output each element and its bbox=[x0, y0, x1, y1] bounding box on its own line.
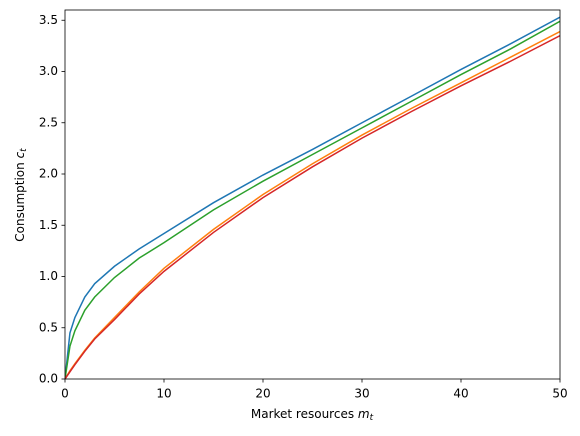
y-tick-label: 0.0 bbox=[39, 372, 58, 386]
y-tick-label: 1.5 bbox=[39, 218, 58, 232]
x-axis-label: Market resources mt bbox=[251, 407, 374, 423]
x-label-text: Market resources bbox=[251, 407, 354, 421]
line bbox=[65, 30, 560, 379]
x-tick-label: 20 bbox=[255, 387, 270, 401]
y-tick-label: 3.0 bbox=[39, 64, 58, 78]
line bbox=[65, 20, 560, 379]
y-tick-label: 1.0 bbox=[39, 269, 58, 283]
plot-frame bbox=[64, 9, 561, 380]
y-tick-label: 0.5 bbox=[39, 320, 58, 334]
line bbox=[65, 16, 560, 379]
y-tick-label: 2.5 bbox=[39, 115, 58, 129]
x-tick-label: 0 bbox=[61, 387, 69, 401]
x-label-var: m bbox=[358, 407, 370, 421]
line bbox=[65, 34, 560, 379]
x-tick-label: 40 bbox=[453, 387, 468, 401]
x-tick-label: 10 bbox=[156, 387, 171, 401]
x-tick-label: 50 bbox=[552, 387, 567, 401]
y-label-sub: t bbox=[19, 148, 29, 152]
y-tick-label: 2.0 bbox=[39, 167, 58, 181]
y-label-var: c bbox=[13, 151, 27, 158]
x-tick-label: 30 bbox=[354, 387, 369, 401]
y-tick-label: 3.5 bbox=[39, 13, 58, 27]
y-label-text: Consumption bbox=[13, 162, 27, 241]
x-label-sub: t bbox=[370, 413, 374, 423]
y-axis-label: Consumption ct bbox=[13, 148, 29, 242]
